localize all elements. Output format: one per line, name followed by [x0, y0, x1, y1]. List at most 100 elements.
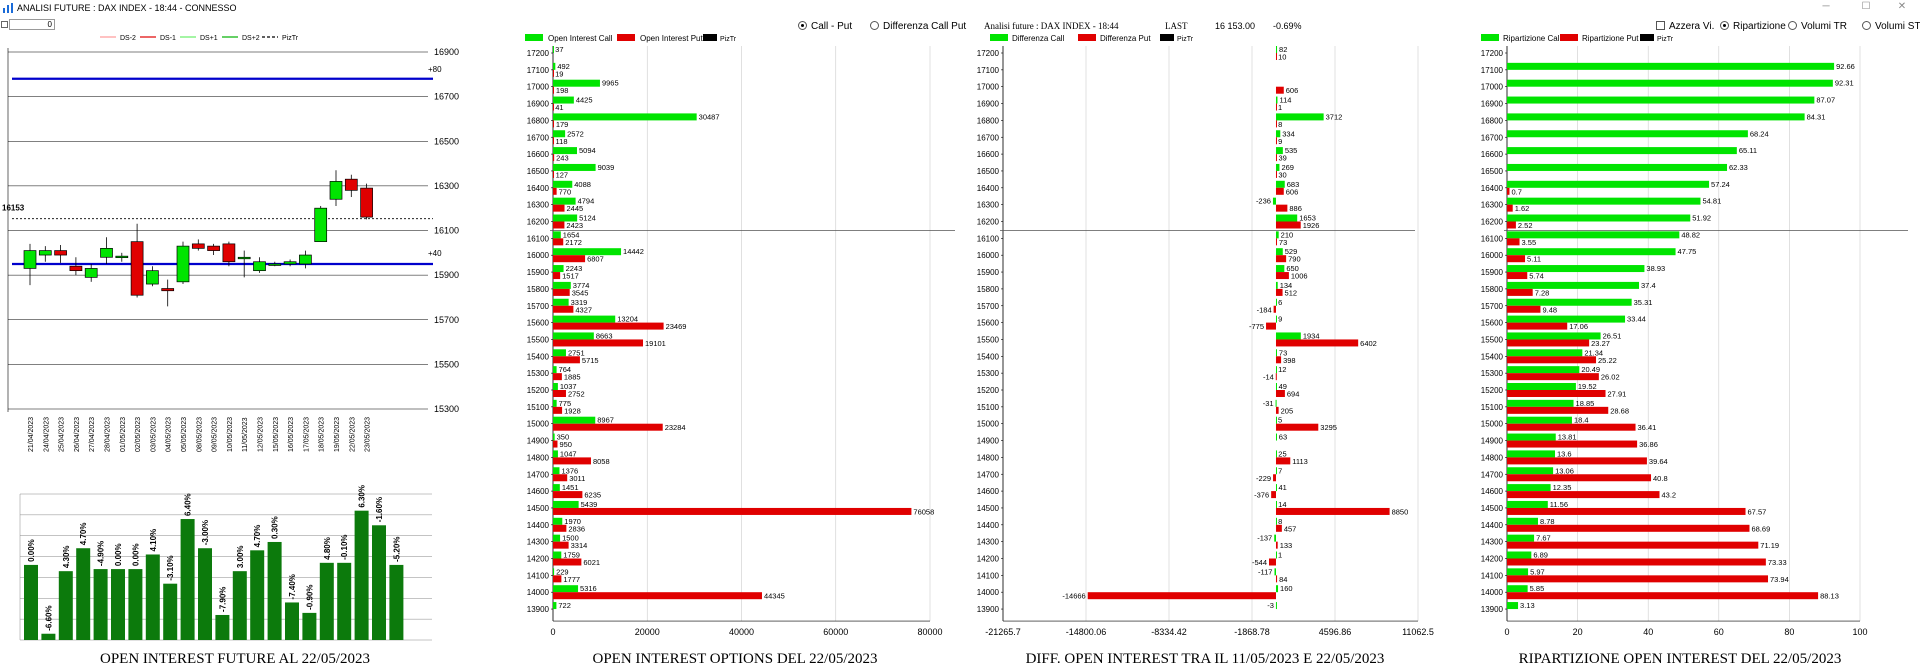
date-tick-label: 03/05/2023: [150, 417, 157, 452]
azzera-checkbox[interactable]: Azzera Vi.: [1656, 21, 1714, 33]
legend-rip-call: Ripartizione Call: [1503, 34, 1561, 43]
x-tick-label: 40000: [729, 627, 754, 637]
put-bar: [1275, 221, 1301, 229]
radio-call-put[interactable]: Call - Put: [798, 21, 852, 33]
call-bar: [1507, 602, 1519, 610]
call-bar: [1507, 551, 1532, 559]
put-value-label: 3295: [1320, 423, 1337, 432]
oi-options-xaxis: 0 20000 40000 60000 80000: [550, 627, 942, 637]
put-bar: [1507, 440, 1638, 448]
x-tick-label: 80: [1784, 627, 1794, 637]
legend-swatch-piz: [703, 34, 717, 41]
put-bar: [1275, 103, 1277, 111]
call-bar: [1507, 281, 1640, 289]
oi-future-bar: [111, 569, 125, 640]
put-bar: [553, 356, 580, 364]
oi-future-bar-label: 4.10%: [149, 529, 158, 552]
call-bar: [553, 248, 622, 256]
x-tick-label: -14800.06: [1066, 627, 1107, 637]
radio-ripartizione[interactable]: Ripartizione: [1720, 21, 1786, 33]
call-bar: [553, 433, 555, 441]
radio-call-put-dot[interactable]: [798, 21, 807, 30]
put-bar: [1507, 339, 1590, 347]
price-tick-label: 15700: [434, 315, 459, 325]
put-value-label: 68.69: [1751, 524, 1770, 533]
put-bar: [1275, 356, 1282, 364]
put-value-label: 1006: [1291, 272, 1308, 281]
close-button[interactable]: ✕: [1897, 1, 1907, 12]
date-tick-label: 18/05/2023: [319, 417, 326, 452]
put-bar: [553, 541, 569, 549]
radio-volumi-tr[interactable]: Volumi TR: [1788, 21, 1847, 33]
call-bar: [1507, 214, 1691, 222]
legend-rip-put: Ripartizione Put: [1582, 34, 1639, 43]
strike-label: 15200: [527, 386, 550, 395]
strike-label: 15800: [1481, 285, 1504, 294]
oi-future-bar: [372, 525, 386, 640]
put-value-label: 3011: [569, 474, 585, 483]
radio-differenza[interactable]: Differenza Call Put: [870, 21, 966, 33]
put-value-label: 67.57: [1748, 507, 1767, 516]
minimize-button[interactable]: ─: [1822, 1, 1830, 12]
call-value-label: 114: [1279, 96, 1291, 105]
put-value-label: 23.27: [1591, 339, 1610, 348]
put-value-label: 398: [1283, 356, 1296, 365]
put-value-label: 1777: [563, 575, 580, 584]
x-tick-label: 0: [550, 627, 555, 637]
put-value-label: 19: [555, 69, 563, 78]
call-value-label: 11.56: [1550, 500, 1568, 509]
strike-label: 14200: [977, 555, 1000, 564]
put-bar: [553, 170, 554, 178]
radio-ripartizione-dot[interactable]: [1720, 21, 1729, 30]
legend-swatch-call: [525, 34, 543, 41]
call-value-label: 14442: [623, 247, 644, 256]
put-value-label: 8058: [593, 457, 610, 466]
put-value-label: 23284: [665, 423, 686, 432]
strike-label: 14600: [977, 487, 1000, 496]
call-value-label: 529: [1285, 247, 1298, 256]
radio-volumi-tr-dot[interactable]: [1788, 21, 1797, 30]
put-value-label: 205: [1281, 406, 1294, 415]
legend-piz: PizTr: [720, 36, 737, 43]
call-value-label: 33.44: [1627, 315, 1646, 324]
call-bar: [1275, 214, 1298, 222]
radio-volumi-st-dot[interactable]: [1862, 21, 1871, 30]
call-bar: [1507, 163, 1728, 171]
radio-volumi-tr-label: Volumi TR: [1801, 21, 1847, 32]
call-bar: [553, 551, 562, 559]
put-bar: [1275, 255, 1287, 263]
number-input[interactable]: 0: [9, 19, 55, 30]
call-bar: [1275, 484, 1277, 492]
azzera-box[interactable]: [1656, 21, 1665, 30]
toggle-checkbox[interactable]: [1, 21, 8, 28]
last-price-label: 16153: [2, 204, 25, 213]
strike-label: 16900: [977, 100, 1000, 109]
strike-axis-ripartizione: 17200 17100 17000 16900 16800 16700 16600 16500…: [1481, 49, 1507, 614]
strike-label: 16300: [977, 201, 1000, 210]
put-value-label: 5.74: [1529, 272, 1544, 281]
call-value-label: 5.85: [1530, 584, 1545, 593]
strike-label: 14700: [1481, 470, 1504, 479]
put-bar: [1275, 272, 1289, 280]
radio-volumi-st[interactable]: Volumi ST: [1862, 21, 1920, 33]
radio-differenza-dot[interactable]: [870, 21, 879, 30]
call-value-label: 13.6: [1557, 449, 1572, 458]
candle-body: [146, 270, 159, 285]
call-value-label: 2751: [568, 348, 585, 357]
oi-future-bar: [93, 569, 108, 640]
put-value-label: 6235: [584, 491, 601, 500]
window-title: ANALISI FUTURE : DAX INDEX - 18:44 - CON…: [17, 3, 237, 13]
call-bar: [1275, 147, 1283, 155]
oi-future-bar: [215, 614, 230, 640]
maximize-button[interactable]: ☐: [1861, 1, 1871, 12]
call-bar: [1275, 517, 1277, 525]
put-value-label: 40.8: [1653, 474, 1668, 483]
put-value-label: 73.94: [1770, 575, 1789, 584]
price-tick-label: 15300: [434, 404, 459, 414]
x-tick-label: 20: [1573, 627, 1583, 637]
strike-label: 15000: [527, 420, 550, 429]
put-value-label: -544: [1252, 558, 1267, 567]
call-value-label: 350: [557, 433, 570, 442]
strike-label: 16000: [527, 251, 550, 260]
call-bar: [1275, 602, 1277, 610]
